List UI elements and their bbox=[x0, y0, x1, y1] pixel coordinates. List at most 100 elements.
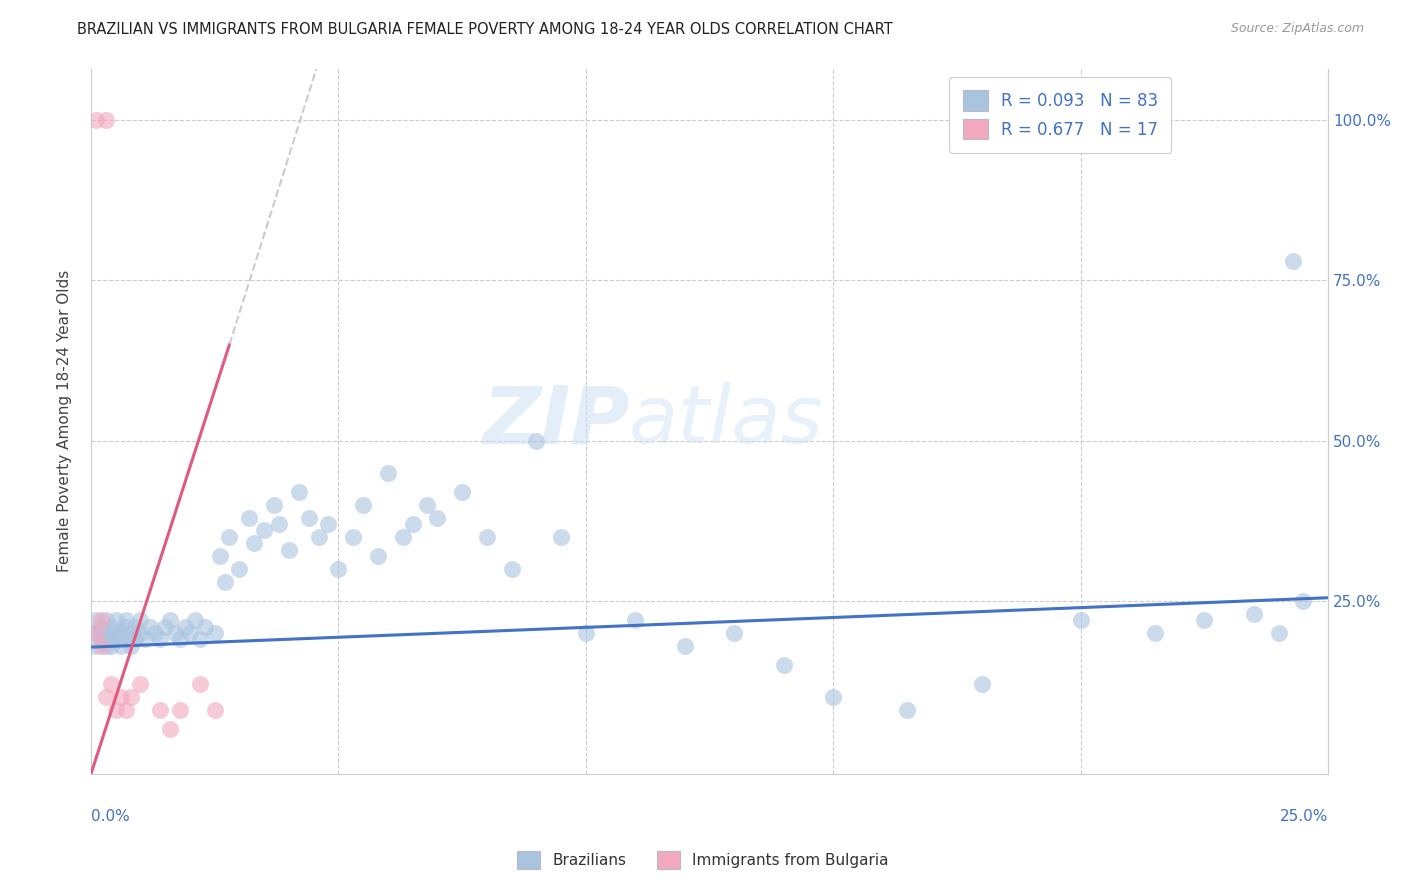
Point bbox=[342, 530, 364, 544]
Legend: R = 0.093   N = 83, R = 0.677   N = 17: R = 0.093 N = 83, R = 0.677 N = 17 bbox=[949, 77, 1171, 153]
Text: ZIP: ZIP bbox=[482, 383, 628, 460]
Point bbox=[143, 626, 166, 640]
Point bbox=[110, 639, 132, 653]
Point bbox=[1292, 594, 1315, 608]
Point bbox=[165, 626, 187, 640]
Point bbox=[550, 530, 572, 544]
Point bbox=[134, 632, 156, 647]
Point bbox=[90, 626, 112, 640]
Point bbox=[94, 626, 117, 640]
Point bbox=[1267, 626, 1289, 640]
Point bbox=[298, 510, 321, 524]
Legend: Brazilians, Immigrants from Bulgaria: Brazilians, Immigrants from Bulgaria bbox=[512, 845, 894, 875]
Point bbox=[149, 703, 172, 717]
Text: BRAZILIAN VS IMMIGRANTS FROM BULGARIA FEMALE POVERTY AMONG 18-24 YEAR OLDS CORRE: BRAZILIAN VS IMMIGRANTS FROM BULGARIA FE… bbox=[77, 22, 893, 37]
Point bbox=[104, 613, 127, 627]
Point bbox=[110, 690, 132, 705]
Point bbox=[90, 632, 112, 647]
Point bbox=[139, 619, 162, 633]
Point bbox=[94, 690, 117, 705]
Point bbox=[218, 530, 240, 544]
Point bbox=[90, 619, 112, 633]
Point bbox=[253, 524, 276, 538]
Point bbox=[174, 619, 197, 633]
Point bbox=[120, 690, 142, 705]
Point bbox=[188, 677, 211, 691]
Point bbox=[84, 613, 107, 627]
Point bbox=[124, 619, 146, 633]
Point bbox=[114, 703, 136, 717]
Point bbox=[194, 619, 217, 633]
Point bbox=[204, 703, 226, 717]
Point bbox=[114, 619, 136, 633]
Point bbox=[100, 639, 122, 653]
Point bbox=[159, 613, 181, 627]
Point bbox=[124, 632, 146, 647]
Point bbox=[169, 632, 191, 647]
Point bbox=[228, 562, 250, 576]
Point bbox=[243, 536, 266, 550]
Point bbox=[970, 677, 993, 691]
Point bbox=[100, 677, 122, 691]
Point bbox=[120, 626, 142, 640]
Point bbox=[367, 549, 389, 563]
Point bbox=[129, 626, 152, 640]
Point bbox=[110, 626, 132, 640]
Point bbox=[451, 484, 474, 499]
Text: atlas: atlas bbox=[628, 383, 824, 460]
Point bbox=[277, 542, 299, 557]
Point bbox=[188, 632, 211, 647]
Point bbox=[524, 434, 547, 448]
Point bbox=[100, 632, 122, 647]
Point bbox=[501, 562, 523, 576]
Point bbox=[318, 516, 340, 531]
Point bbox=[673, 639, 696, 653]
Point bbox=[896, 703, 918, 717]
Point bbox=[104, 632, 127, 647]
Point bbox=[149, 632, 172, 647]
Point bbox=[1194, 613, 1216, 627]
Point bbox=[104, 626, 127, 640]
Point bbox=[1282, 254, 1305, 268]
Point bbox=[391, 530, 413, 544]
Point bbox=[159, 723, 181, 737]
Point bbox=[1143, 626, 1166, 640]
Point bbox=[114, 613, 136, 627]
Point bbox=[84, 112, 107, 127]
Point bbox=[204, 626, 226, 640]
Point bbox=[129, 613, 152, 627]
Point bbox=[84, 639, 107, 653]
Text: 0.0%: 0.0% bbox=[91, 809, 129, 824]
Point bbox=[104, 703, 127, 717]
Point bbox=[723, 626, 745, 640]
Point bbox=[84, 626, 107, 640]
Y-axis label: Female Poverty Among 18-24 Year Olds: Female Poverty Among 18-24 Year Olds bbox=[58, 270, 72, 573]
Point bbox=[624, 613, 647, 627]
Point bbox=[772, 658, 794, 673]
Point bbox=[352, 498, 374, 512]
Point bbox=[267, 516, 290, 531]
Point bbox=[208, 549, 231, 563]
Text: 25.0%: 25.0% bbox=[1279, 809, 1329, 824]
Point bbox=[184, 613, 207, 627]
Point bbox=[823, 690, 845, 705]
Point bbox=[100, 619, 122, 633]
Point bbox=[120, 639, 142, 653]
Point bbox=[114, 632, 136, 647]
Point bbox=[377, 466, 399, 480]
Point bbox=[426, 510, 449, 524]
Point bbox=[169, 703, 191, 717]
Point bbox=[288, 484, 311, 499]
Point bbox=[1070, 613, 1092, 627]
Point bbox=[90, 613, 112, 627]
Point bbox=[328, 562, 350, 576]
Point bbox=[475, 530, 498, 544]
Point bbox=[238, 510, 260, 524]
Point bbox=[94, 112, 117, 127]
Point bbox=[129, 677, 152, 691]
Point bbox=[214, 574, 236, 589]
Point bbox=[416, 498, 439, 512]
Point bbox=[401, 516, 423, 531]
Point bbox=[179, 626, 201, 640]
Point bbox=[153, 619, 176, 633]
